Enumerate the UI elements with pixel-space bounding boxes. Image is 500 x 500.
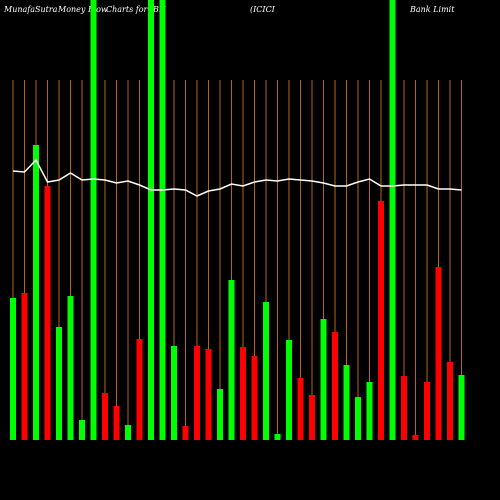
bar: [251, 356, 258, 440]
bar: [10, 298, 16, 440]
bar: [297, 378, 304, 440]
title-part: Bank Limit: [409, 5, 455, 14]
bar: [148, 0, 154, 440]
bar: [240, 347, 246, 440]
bar: [286, 340, 292, 440]
bar: [21, 293, 28, 440]
bar: [113, 406, 120, 440]
bar: [447, 362, 453, 440]
bar: [366, 382, 373, 440]
title-part: Charts for IBN: [106, 5, 167, 14]
bar: [401, 376, 407, 440]
bar: [205, 349, 212, 440]
bar: [171, 346, 177, 440]
bar: [320, 319, 327, 440]
bar: [343, 365, 350, 440]
bar: [33, 145, 39, 440]
title-part: (ICICI: [250, 5, 276, 14]
bar: [309, 395, 315, 440]
bar: [102, 393, 108, 440]
bar: [458, 375, 465, 440]
bar: [44, 186, 51, 440]
bar: [263, 302, 269, 440]
title-part: MunafaSutra: [3, 5, 58, 14]
bar: [79, 420, 85, 440]
title-part: Money Flow: [57, 5, 108, 14]
bar: [67, 296, 74, 440]
bar: [412, 435, 419, 440]
bar: [159, 0, 166, 440]
bar: [125, 425, 131, 440]
bar: [274, 434, 281, 440]
bar: [90, 0, 97, 440]
bar: [332, 332, 338, 440]
bar: [435, 267, 442, 440]
bar: [136, 339, 143, 440]
bar: [56, 327, 62, 440]
bar: [378, 201, 384, 440]
bar: [389, 0, 396, 440]
bar: [424, 382, 430, 440]
bar: [228, 280, 235, 440]
money-flow-line: [12, 158, 462, 197]
bar: [194, 346, 200, 440]
bar: [355, 397, 361, 440]
bar: [182, 426, 189, 440]
bar: [217, 389, 223, 440]
